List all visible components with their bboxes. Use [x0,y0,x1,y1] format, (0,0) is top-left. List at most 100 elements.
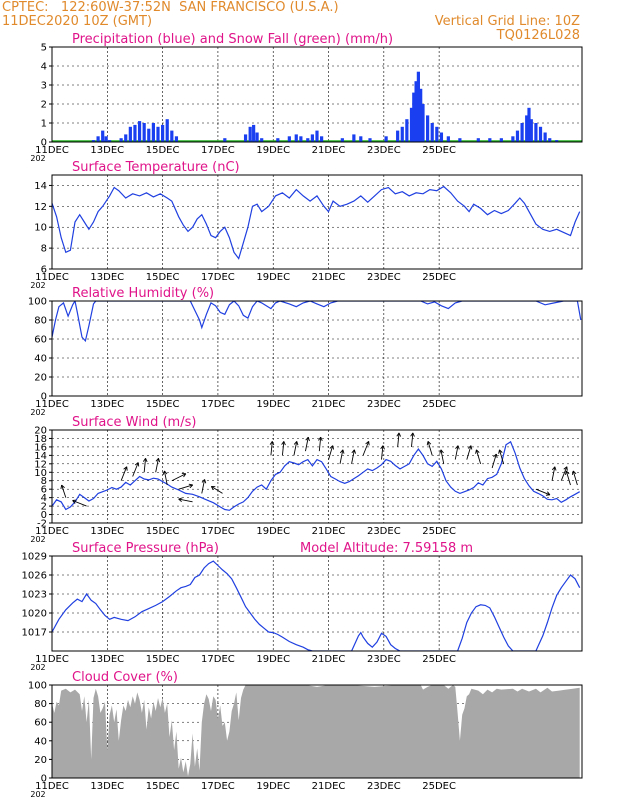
x-tick-label: 17DEC [201,399,235,410]
precip-bar [287,136,291,142]
x-tick-label: 25DEC [422,781,456,792]
y-tick-label: 40 [34,736,47,747]
panel-title: Precipitation (blue) and Snow Fall (gree… [72,32,393,47]
y-tick-label: 5 [41,43,47,54]
x-tick-label: 11DEC [35,654,69,665]
wind-arrow-head [339,449,345,454]
wind-arrow-shaft [572,470,578,486]
y-tick-label: 10 [34,468,47,479]
x-tick-label: 21DEC [312,272,346,283]
wind-arrow-shaft [454,445,459,460]
panel-2 [49,174,583,270]
precip-bar [133,124,137,142]
x-tick-label: 13DEC [90,399,124,410]
wind-arrow-shaft [318,437,322,452]
wind-arrow-head [426,441,432,446]
x-tick-label: 21DEC [312,654,346,665]
header-model-code: TQ0126L028 [496,28,580,43]
precip-bar [476,138,480,142]
panel-1 [49,46,583,143]
header-line1: CPTEC: 122:60W-37:52N SAN FRANCISCO (U.S… [2,0,339,15]
precip-bar [352,134,356,142]
x-tick-label: 17DEC [201,781,235,792]
panel-frame [51,174,583,270]
wind-arrow-head [72,499,77,504]
x-tick-label: 17DEC [201,272,235,283]
wind-arrow-shaft [440,449,445,464]
y-tick-label: 0 [41,774,47,785]
x-tick-label: 13DEC [90,654,124,665]
precip-bar [294,134,298,142]
x-tick-label: 25DEC [422,399,456,410]
precip-bar [543,132,547,142]
wind-arrow-head [475,449,480,454]
precip-bar [147,128,151,142]
y-tick-label: 20 [34,373,47,384]
panel-frame [51,684,583,779]
header-grid-note: Vertical Grid Line: 10Z [434,14,580,29]
x-year-label: 202 [30,154,45,163]
precip-bar [439,132,444,142]
precip-bar [538,126,543,142]
x-year-label: 202 [30,663,45,672]
x-tick-label: 25DEC [422,526,456,537]
wind-arrow-shaft [171,473,187,482]
x-tick-label: 15DEC [146,145,180,156]
wind-arrow-shaft [155,458,159,473]
y-tick-label: 1020 [22,609,47,620]
wind-arrow-shaft [397,432,400,447]
precip-bar [416,71,420,142]
wind-arrow-head [123,466,128,471]
wind-arrow-shaft [535,488,551,496]
y-tick-label: 16 [34,442,47,453]
precip-bar [515,130,520,142]
precip-bar [435,126,439,142]
wind-arrow-head [571,470,577,475]
precip-bar [368,138,372,142]
data-line [52,185,581,260]
x-year-label: 202 [30,281,45,290]
precip-bar [299,136,303,142]
precip-bar [414,81,418,142]
wind-arrow-shaft [72,500,87,507]
x-tick-label: 11DEC [35,272,69,283]
x-tick-label: 15DEC [146,272,180,283]
precip-bar [104,136,108,142]
precip-bar [525,115,529,142]
wind-arrow-shaft [61,484,67,498]
wind-arrow-head [365,441,370,446]
wind-arrow-head [498,449,503,454]
y-tick-label: 14 [34,451,47,462]
wind-arrow-shaft [178,498,193,503]
precip-bar [310,134,314,142]
y-tick-label: 8 [41,476,47,487]
x-year-label: 202 [30,790,45,799]
y-tick-label: 3 [41,81,47,92]
x-tick-label: 19DEC [256,781,290,792]
y-tick-label: 0 [41,138,47,149]
precip-bar [142,123,146,142]
y-tick-label: -2 [37,519,47,530]
x-tick-label: 21DEC [312,399,346,410]
precip-bar [384,136,388,142]
wind-arrow-head [142,458,148,463]
x-tick-label: 15DEC [146,526,180,537]
data-line [52,440,580,511]
panel-title: Cloud Cover (%) [72,670,178,685]
x-tick-label: 11DEC [35,781,69,792]
wind-arrow-head [162,470,168,475]
precip-bar [555,140,559,142]
x-year-label: 202 [30,535,45,544]
precip-bar [223,138,227,142]
x-tick-label: 25DEC [422,145,456,156]
y-tick-label: 4 [41,62,47,73]
x-tick-label: 21DEC [312,145,346,156]
x-tick-label: 11DEC [35,526,69,537]
x-tick-label: 15DEC [146,399,180,410]
panel-3 [49,300,583,397]
wind-arrow-head [439,449,444,454]
data-line [52,301,582,343]
precip-bar [359,136,363,142]
precip-bar [165,119,169,142]
panel-frame [51,46,583,143]
